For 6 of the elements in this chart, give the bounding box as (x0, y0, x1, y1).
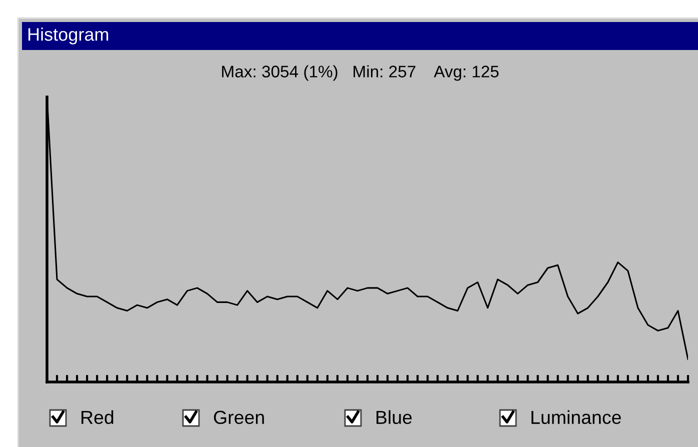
chart-title: Histogram (28, 28, 108, 44)
text: Blue (376, 410, 412, 424)
text: Luminance (532, 410, 621, 424)
text: Red (82, 410, 114, 424)
text: Green (214, 410, 264, 424)
chart-subtitle: Max: 3054 (1%) Min: 257 Avg: 125 (222, 65, 499, 81)
